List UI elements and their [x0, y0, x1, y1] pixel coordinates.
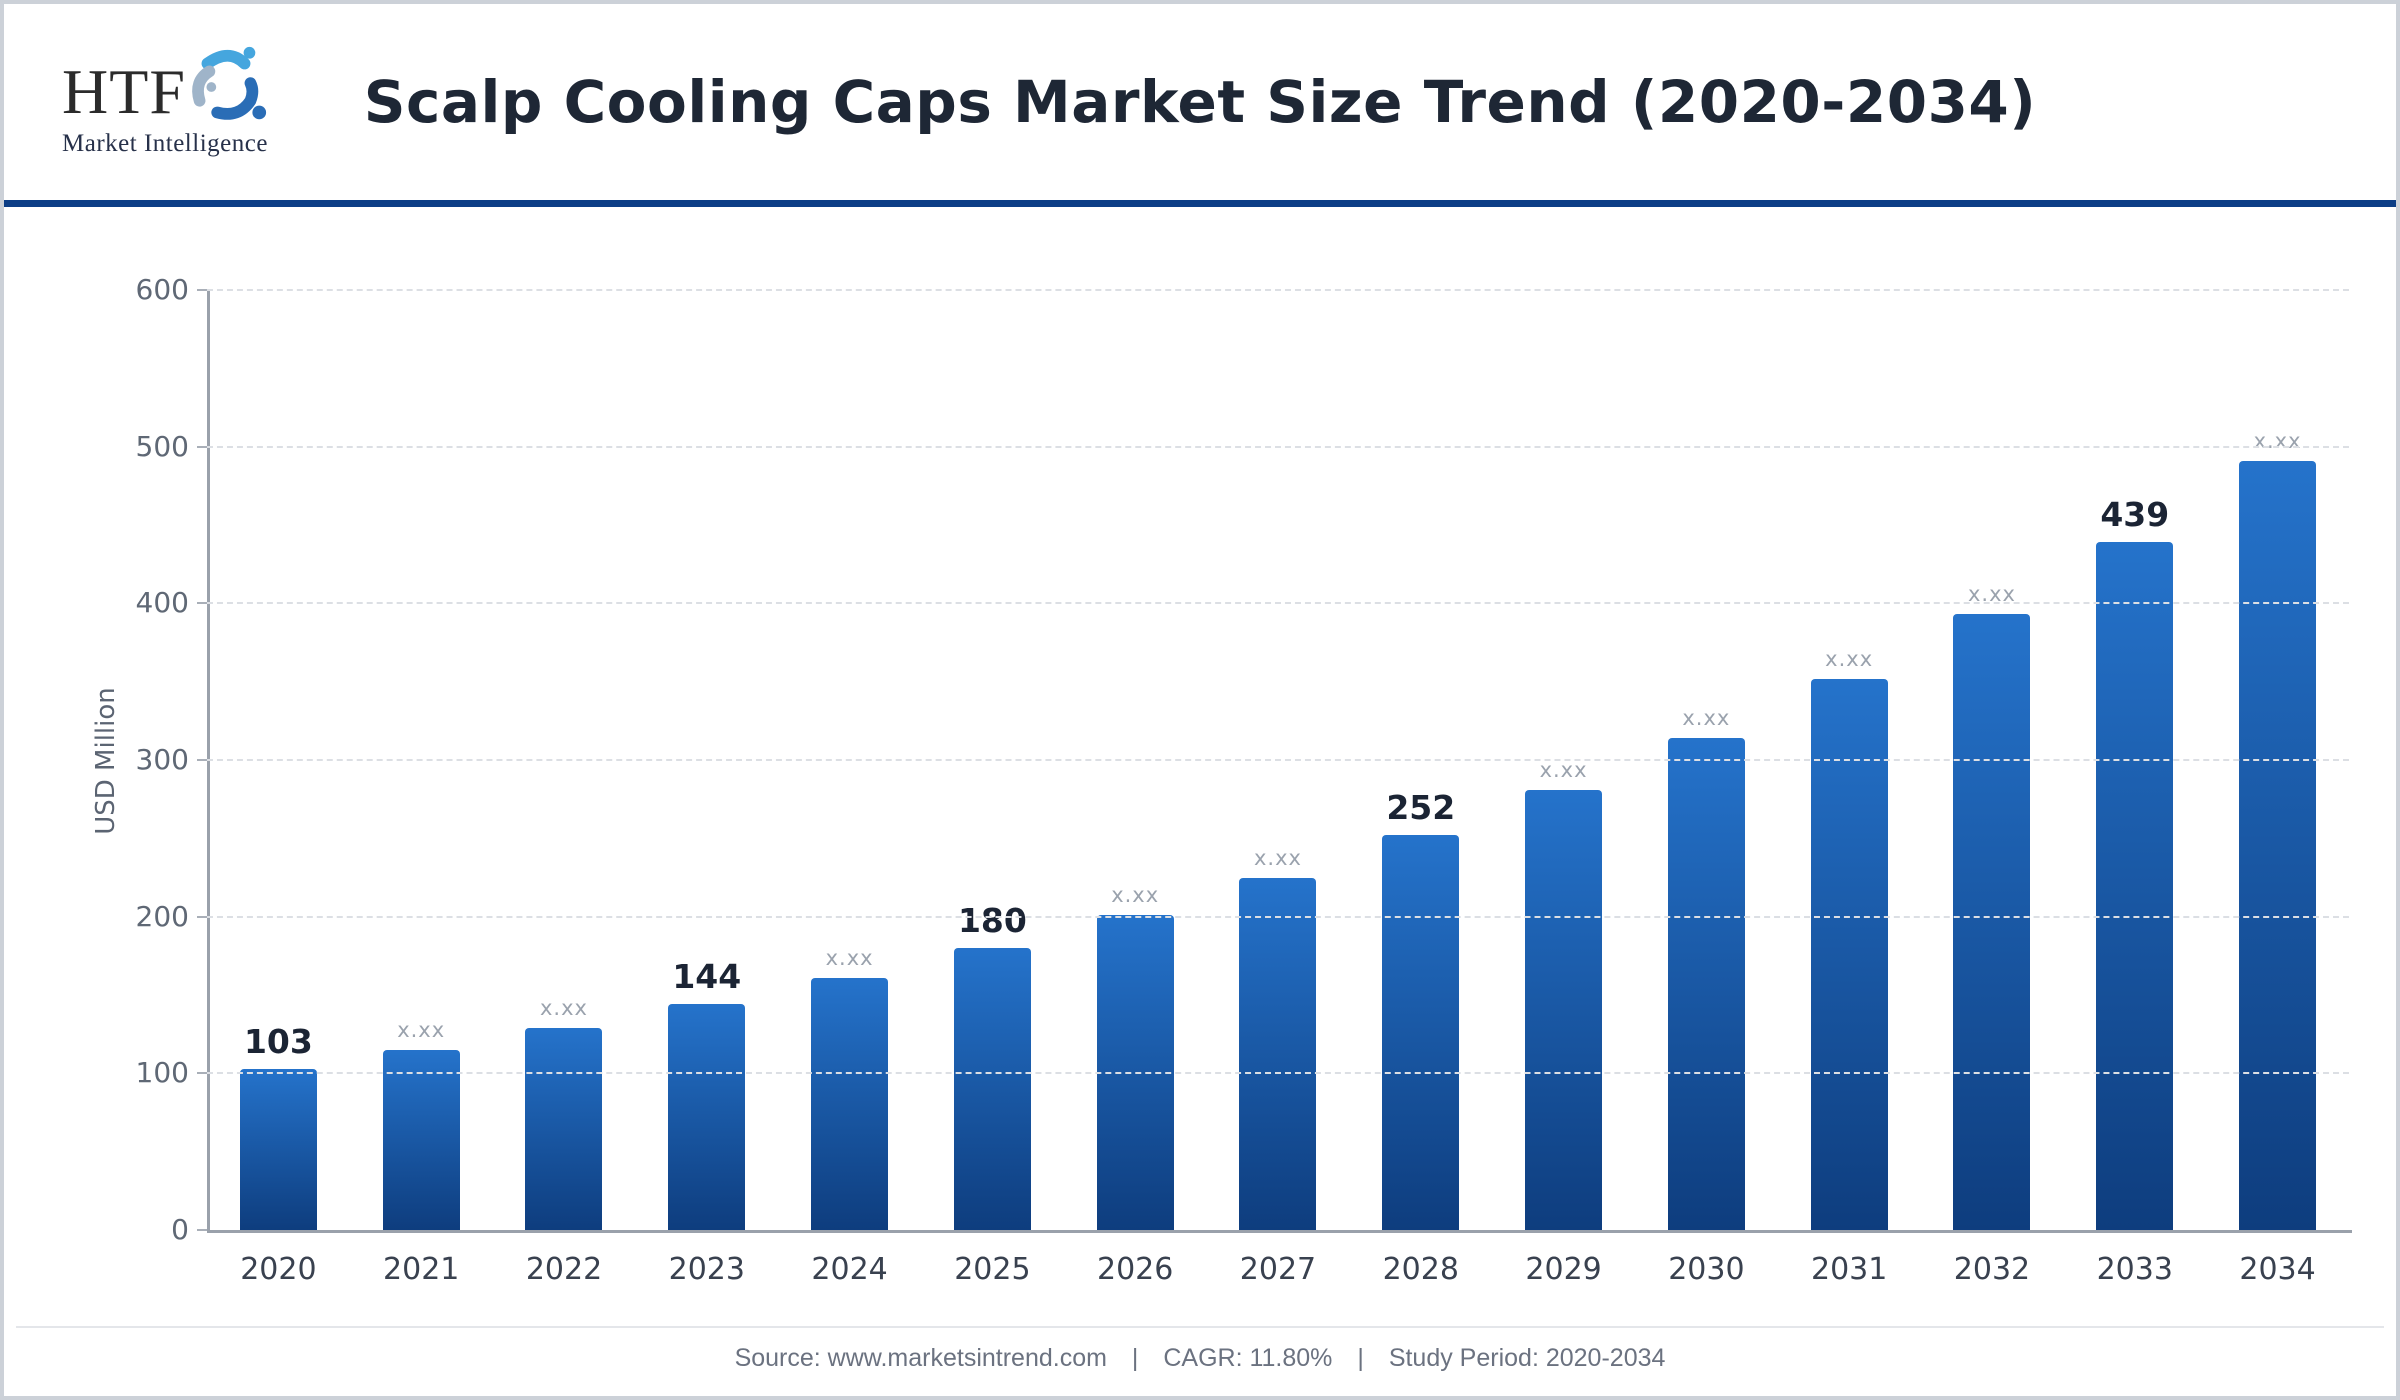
bar-value-label-2034: x.xx [2253, 428, 2302, 453]
gridline-500 [207, 445, 2349, 448]
bar-value-label-2028: 252 [1386, 788, 1456, 828]
bar-2027 [1239, 877, 1317, 1230]
bar-slot-2025: 180 [921, 290, 1064, 1230]
bar-slot-2033: 439 [2063, 290, 2206, 1230]
x-tick-2030: 2030 [1668, 1252, 1745, 1287]
x-tick-2027: 2027 [1239, 1252, 1317, 1287]
x-tick-2031: 2031 [1810, 1252, 1888, 1287]
y-tick-200: 200 [135, 899, 189, 933]
x-axis-labels: 2020 2021 2022 2023 2024 2025 2026 2027 2028 2029… [207, 1252, 2349, 1287]
bar-value-label-2024: x.xx [825, 945, 874, 970]
x-tick-2028: 2028 [1382, 1252, 1459, 1287]
plot-area [207, 290, 2352, 1233]
x-tick-2024: 2024 [811, 1252, 888, 1287]
bar-2023 [668, 1004, 746, 1230]
y-tick-600: 600 [135, 273, 189, 306]
x-tick-2029: 2029 [1525, 1252, 1602, 1287]
bars-layer: 103 x.xx x.xx 144 x.xx 180 x.xx x.xx 252 x.xx x.xx… [207, 290, 2349, 1230]
y-tick-mark-400 [197, 602, 207, 605]
bar-slot-2024: x.xx [778, 290, 921, 1230]
logo-swirl-icon [192, 46, 266, 120]
y-tick-300: 300 [135, 743, 189, 776]
y-tick-mark-200 [197, 915, 207, 918]
bar-2033 [2096, 542, 2174, 1230]
bar-slot-2031: x.xx [1778, 290, 1921, 1230]
bar-value-label-2032: x.xx [1967, 582, 2016, 607]
footer-source: Source: www.marketsintrend.com [734, 1344, 1107, 1372]
htf-logo: HTF Market Intelligence [62, 46, 322, 158]
x-tick-2032: 2032 [1953, 1252, 2031, 1287]
header-divider-rule [4, 200, 2396, 207]
y-tick-mark-300 [197, 759, 207, 761]
x-tick-2034: 2034 [2239, 1252, 2316, 1287]
bar-slot-2034: x.xx [2206, 290, 2349, 1230]
bar-2031 [1810, 678, 1888, 1230]
bar-value-label-2027: x.xx [1253, 845, 1302, 870]
footer-separator: | [1131, 1344, 1139, 1372]
bar-slot-2030: x.xx [1635, 290, 1778, 1230]
bar-value-label-2025: 180 [957, 901, 1027, 940]
y-tick-mark-100 [197, 1072, 207, 1075]
bar-value-label-2033: 439 [2100, 495, 2170, 535]
y-tick-0: 0 [171, 1213, 189, 1246]
bar-2032 [1953, 614, 2031, 1230]
x-tick-2021: 2021 [383, 1252, 460, 1287]
bar-value-label-2029: x.xx [1539, 757, 1588, 782]
bar-chart: USD Million 103 x.xx x.xx 144 x.xx 180 x.xx x.x… [4, 4, 2396, 1396]
bar-value-label-2030: x.xx [1682, 706, 1731, 731]
x-tick-2025: 2025 [954, 1252, 1031, 1287]
footer-study-period: Study Period: 2020-2034 [1388, 1344, 1666, 1372]
footer-text: Source: www.marketsintrend.com | CAGR: 1… [4, 1344, 2396, 1373]
bar-slot-2028: 252 [1349, 290, 1492, 1230]
footer-divider [16, 1326, 2384, 1328]
gridline-200 [207, 915, 2349, 918]
footer-separator: | [1357, 1344, 1364, 1372]
bar-slot-2020: 103 [207, 290, 350, 1230]
logo-subtitle-text: Market Intelligence [62, 130, 268, 157]
bar-slot-2027: x.xx [1207, 290, 1350, 1230]
bar-2034 [2239, 460, 2317, 1230]
bar-2030 [1667, 738, 1745, 1230]
bar-2021 [382, 1049, 460, 1230]
gridline-100 [207, 1072, 2349, 1075]
chart-title: Scalp Cooling Caps Market Size Trend (20… [363, 68, 2037, 136]
bar-value-label-2020: 103 [243, 1021, 313, 1061]
x-tick-2020: 2020 [240, 1252, 317, 1287]
bar-2022 [525, 1027, 603, 1230]
y-tick-mark-0 [197, 1229, 207, 1231]
bar-2028 [1382, 835, 1460, 1230]
y-tick-500: 500 [135, 429, 189, 463]
gridline-300 [207, 759, 2349, 761]
y-tick-mark-500 [197, 445, 207, 448]
bar-2025 [953, 948, 1031, 1230]
bar-value-label-2022: x.xx [540, 995, 588, 1020]
x-tick-2023: 2023 [668, 1252, 745, 1287]
y-tick-400: 400 [135, 586, 189, 620]
gridline-600 [207, 289, 2349, 291]
bar-value-label-2021: x.xx [397, 1017, 446, 1042]
bar-value-label-2023: 144 [672, 957, 742, 997]
x-tick-2022: 2022 [525, 1252, 603, 1287]
gridline-400 [207, 602, 2349, 605]
bar-slot-2029: x.xx [1492, 290, 1635, 1230]
y-tick-mark-600 [197, 289, 207, 291]
y-tick-100: 100 [135, 1056, 189, 1090]
bar-2024 [811, 977, 889, 1230]
bar-slot-2023: 144 [635, 290, 778, 1230]
bar-value-label-2026: x.xx [1111, 883, 1160, 908]
x-tick-2033: 2033 [2096, 1252, 2173, 1287]
footer-cagr: CAGR: 11.80% [1163, 1344, 1333, 1372]
logo-acronym-text: HTF [62, 56, 186, 127]
bar-2029 [1525, 789, 1603, 1230]
bar-slot-2021: x.xx [350, 290, 493, 1230]
bar-slot-2032: x.xx [1921, 290, 2064, 1230]
bar-2020 [239, 1068, 317, 1230]
bar-slot-2022: x.xx [493, 290, 636, 1230]
x-tick-2026: 2026 [1097, 1252, 1174, 1287]
bar-value-label-2031: x.xx [1825, 646, 1874, 671]
